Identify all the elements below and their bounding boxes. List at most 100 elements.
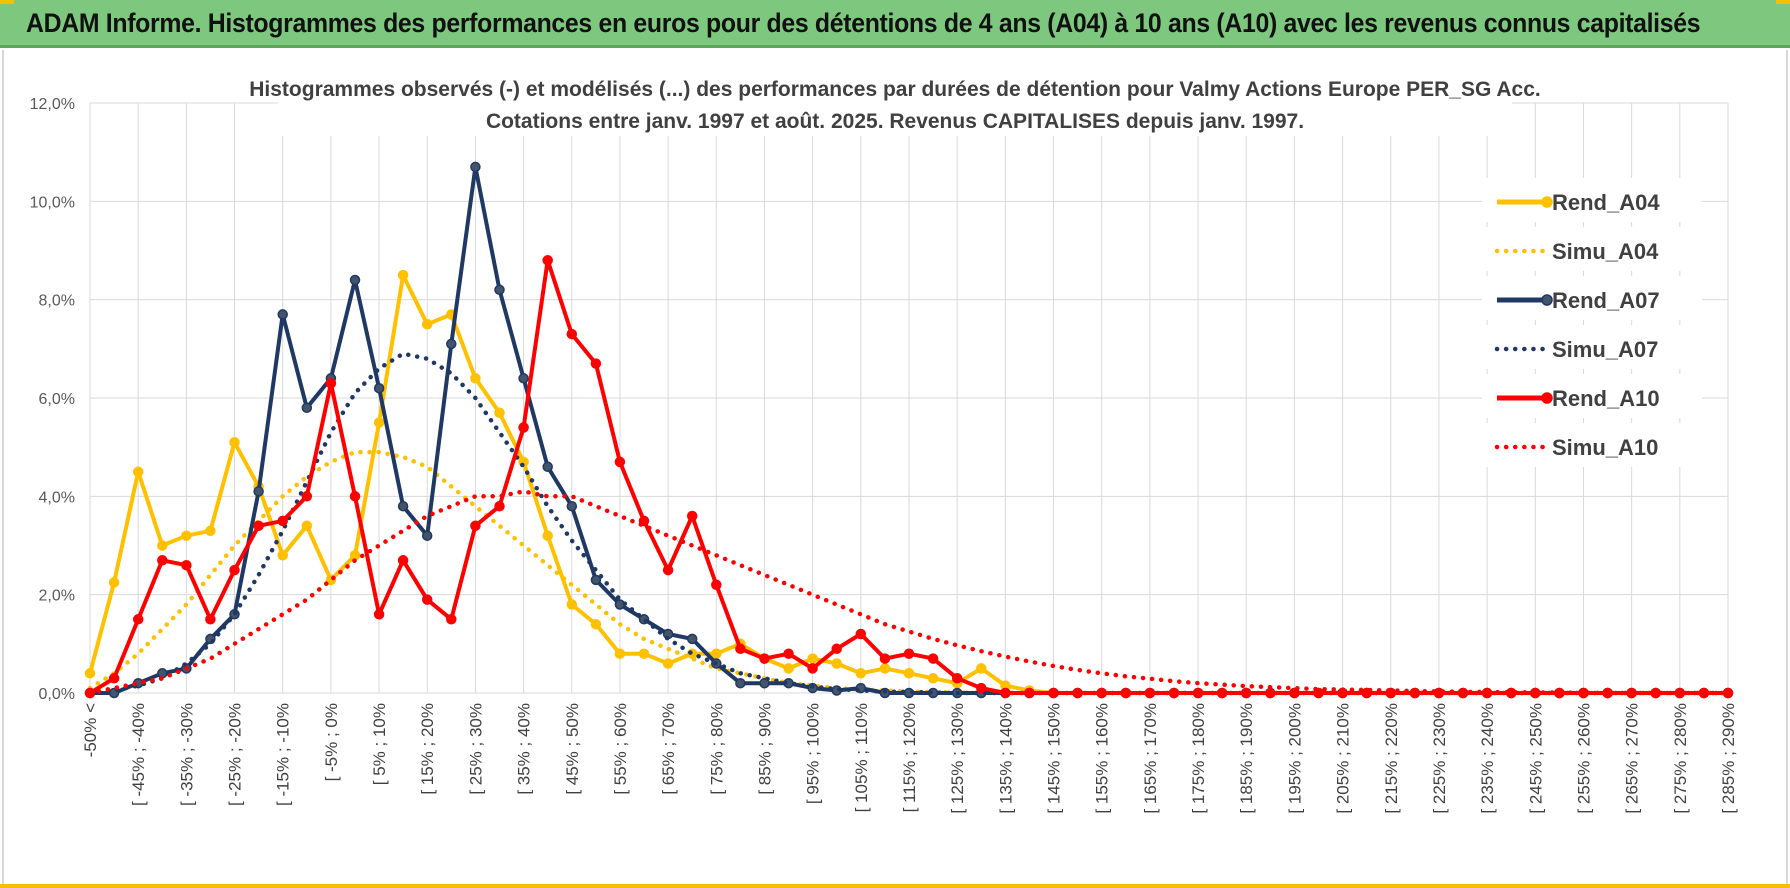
x-tick-label: [ 85% ; 90% xyxy=(755,703,774,795)
x-tick-label: [ 255% ; 260% xyxy=(1574,703,1593,814)
data-point xyxy=(253,520,264,532)
x-tick-label: [ -15% ; -10% xyxy=(274,703,293,806)
data-point xyxy=(132,614,144,625)
data-point xyxy=(349,550,361,561)
data-point xyxy=(1265,687,1276,699)
legend-item-background xyxy=(1482,325,1702,369)
data-point xyxy=(494,284,505,296)
legend-item-Simu_A07: Simu_A07 xyxy=(1482,325,1702,369)
chart-frame xyxy=(2,50,1788,886)
data-point xyxy=(1192,687,1204,699)
data-point xyxy=(879,653,891,664)
y-tick-label: 6,0% xyxy=(39,391,75,408)
x-tick-label: [ 225% ; 230% xyxy=(1430,703,1449,814)
x-tick-label: [ -45% ; -40% xyxy=(129,703,148,806)
x-tick-label: [ 55% ; 60% xyxy=(611,703,630,795)
y-tick-label: 10,0% xyxy=(30,194,75,211)
data-point xyxy=(855,628,867,640)
x-tick-label: [ 285% ; 290% xyxy=(1719,703,1738,814)
legend-label: Rend_A04 xyxy=(1552,190,1660,215)
x-tick-label: [ 5% ; 10% xyxy=(370,703,389,785)
data-point xyxy=(951,673,963,684)
data-point xyxy=(614,648,626,659)
data-point xyxy=(373,382,385,394)
data-point xyxy=(566,599,578,610)
data-point xyxy=(1000,687,1011,699)
data-point xyxy=(301,520,313,532)
x-tick-label: [ 275% ; 280% xyxy=(1671,703,1690,814)
data-point xyxy=(229,564,240,576)
data-point xyxy=(542,530,553,541)
data-point xyxy=(277,550,288,561)
page-title: ADAM Informe. Histogrammes des performan… xyxy=(26,8,1701,38)
data-point xyxy=(783,663,794,674)
series-layer xyxy=(84,161,1734,699)
x-tick-label: [ 245% ; 250% xyxy=(1526,703,1545,814)
data-point xyxy=(831,658,842,669)
data-point xyxy=(542,255,553,266)
data-point xyxy=(638,648,650,659)
data-point xyxy=(1216,687,1228,699)
data-point xyxy=(662,658,674,669)
header-corner-accent xyxy=(1776,0,1790,4)
data-point xyxy=(84,668,96,679)
data-point xyxy=(542,461,553,473)
y-tick-label: 12,0% xyxy=(30,96,75,113)
legend: Rend_A04 Simu_A04 Rend_A07 Simu_A07 Rend_A10… xyxy=(1482,178,1702,467)
legend-marker xyxy=(1541,294,1553,306)
x-tick-label: [ 125% ; 130% xyxy=(948,703,967,814)
x-tick-label: -50% < xyxy=(81,703,100,757)
x-tick-label: [ 115% ; 120% xyxy=(900,703,919,812)
series-Simu_A07 xyxy=(87,351,1731,696)
x-tick-label: [ -25% ; -20% xyxy=(226,703,245,806)
data-point xyxy=(735,643,746,655)
data-point xyxy=(927,653,939,664)
data-point xyxy=(614,456,626,468)
data-point xyxy=(566,328,578,340)
x-tick-label: [ 185% ; 190% xyxy=(1237,703,1256,814)
data-point xyxy=(181,530,192,541)
x-tick-label: [ 175% ; 180% xyxy=(1189,703,1208,814)
x-tick-label: [ 215% ; 220% xyxy=(1382,703,1401,814)
series-line xyxy=(87,489,1731,696)
x-tick-label: [ 235% ; 240% xyxy=(1478,703,1497,814)
data-point xyxy=(759,653,770,664)
data-point xyxy=(1144,687,1156,699)
x-tick-label: [ 205% ; 210% xyxy=(1334,703,1353,814)
x-tick-label: [ 95% ; 100% xyxy=(804,703,823,804)
data-point xyxy=(446,614,457,625)
x-tick-label: [ 145% ; 150% xyxy=(1045,703,1064,814)
data-point xyxy=(132,466,144,478)
x-axis: -50% < [ -45% ; -40% [ -35% ; -30% [ -25% ;… xyxy=(81,703,1738,814)
data-point xyxy=(229,437,240,448)
y-axis: 0,0% 2,0% 4,0% 6,0% 8,0% 10,0% 12,0% xyxy=(30,96,75,703)
legend-marker xyxy=(1541,392,1553,404)
data-point xyxy=(903,668,915,679)
data-point xyxy=(711,579,722,591)
legend-label: Simu_A04 xyxy=(1552,239,1659,264)
data-point xyxy=(421,594,433,605)
x-tick-label: [ 15% ; 20% xyxy=(418,703,437,795)
data-point xyxy=(205,614,216,625)
data-point xyxy=(518,373,529,384)
legend-marker xyxy=(1541,196,1553,208)
data-point xyxy=(277,309,288,320)
legend-label: Simu_A10 xyxy=(1552,435,1658,460)
x-tick-label: [ 45% ; 50% xyxy=(563,703,582,795)
data-point xyxy=(783,648,794,659)
data-point xyxy=(590,358,602,369)
data-point xyxy=(301,402,313,414)
data-point xyxy=(397,555,409,566)
data-point xyxy=(470,161,481,173)
chart-title-line-2: Cotations entre janv. 1997 et août. 2025… xyxy=(486,110,1304,133)
legend-item-Simu_A04: Simu_A04 xyxy=(1482,227,1702,271)
data-point xyxy=(157,540,168,551)
data-point xyxy=(157,555,168,566)
legend-item-background xyxy=(1482,227,1702,271)
data-point xyxy=(711,648,722,659)
data-point xyxy=(1168,687,1180,699)
data-point xyxy=(470,373,481,384)
series-Simu_A10 xyxy=(87,489,1731,696)
x-tick-label: [ 105% ; 110% xyxy=(852,703,871,812)
